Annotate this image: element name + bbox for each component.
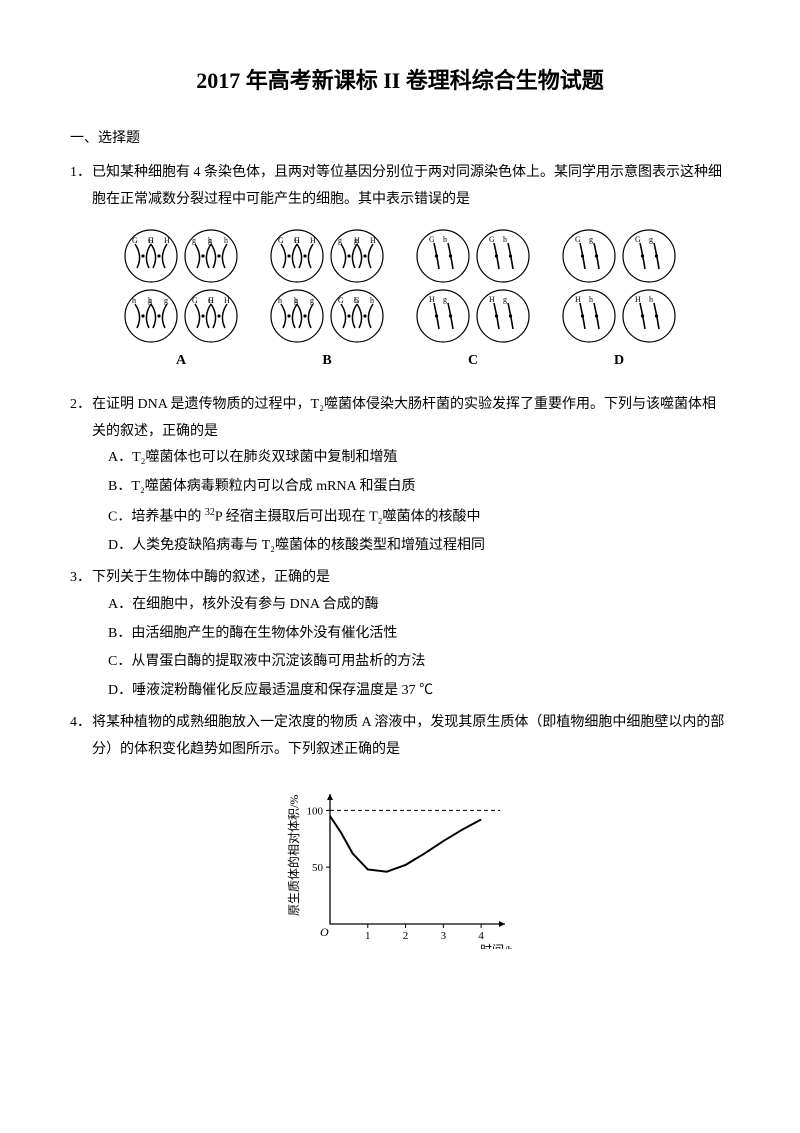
svg-text:h: h [132, 296, 136, 305]
svg-text:g: g [192, 236, 196, 245]
svg-text:g: g [148, 296, 152, 305]
svg-text:H: H [370, 236, 376, 245]
svg-text:原生质体的相对体积/%: 原生质体的相对体积/% [286, 794, 301, 915]
q4-number: 4． [70, 710, 92, 737]
q1-diagram-d: GgGgHhHhD [561, 228, 677, 375]
q2-option-d: D．人类免疫缺陷病毒与 T₂噬菌体的核酸类型和增殖过程相同 [108, 533, 730, 560]
q3-stem: 下列关于生物体中酶的叙述，正确的是 [92, 565, 730, 592]
svg-text:g: g [589, 235, 593, 244]
q1-diagram-c: GhGhHgHgC [415, 228, 531, 375]
q2-option-a: A．T₂噬菌体也可以在肺炎双球菌中复制和增殖 [108, 445, 730, 472]
svg-text:G: G [278, 236, 284, 245]
svg-text:1: 1 [365, 930, 371, 942]
svg-text:h: h [649, 295, 653, 304]
svg-text:h: h [224, 236, 228, 245]
svg-text:H: H [310, 236, 316, 245]
q3-number: 3． [70, 565, 92, 592]
svg-text:G: G [132, 236, 138, 245]
q2-number: 2． [70, 392, 92, 419]
q2-optc-pre: C．培养基中的 [108, 509, 205, 524]
svg-text:H: H [429, 295, 435, 304]
q1-diagram-label: B [322, 348, 331, 375]
page-title: 2017 年高考新课标 II 卷理科综合生物试题 [70, 60, 730, 102]
q1-diagram-label: A [176, 348, 186, 375]
svg-text:H: H [489, 295, 495, 304]
q1-line2: 胞在正常减数分裂过程中可能产生的细胞。其中表示错误的是 [70, 187, 730, 214]
q1-diagram-label: C [468, 348, 478, 375]
section-header: 一、选择题 [70, 126, 730, 153]
q2-option-c: C．培养基中的 32P 经宿主摄取后可出现在 T₂噬菌体的核酸中 [108, 503, 730, 531]
question-2: 2． 在证明 DNA 是遗传物质的过程中，T₂噬菌体侵染大肠杆菌的实验发挥了重要… [70, 392, 730, 559]
q1-diagram-b: GGHHggHHhhggGGhhB [269, 228, 385, 375]
svg-text:G: G [489, 235, 495, 244]
svg-text:G: G [429, 235, 435, 244]
svg-text:时间/h: 时间/h [480, 943, 513, 949]
svg-text:h: h [589, 295, 593, 304]
q2-option-b: B．T₂噬菌体病毒颗粒内可以合成 mRNA 和蛋白质 [108, 474, 730, 501]
svg-text:g: g [310, 296, 314, 305]
svg-text:g: g [503, 295, 507, 304]
question-3: 3． 下列关于生物体中酶的叙述，正确的是 A．在细胞中，核外没有参与 DNA 合… [70, 565, 730, 704]
svg-text:h: h [278, 296, 282, 305]
svg-text:G: G [338, 296, 344, 305]
svg-text:g: g [649, 235, 653, 244]
q2-optc-sup: 32 [205, 507, 215, 518]
q2-optc-post: P 经宿主摄取后可出现在 T₂噬菌体的核酸中 [215, 509, 481, 524]
svg-text:h: h [443, 235, 447, 244]
q3-option-b: B．由活细胞产生的酶在生物体外没有催化活性 [108, 621, 730, 648]
q1-diagram-row: GGHHgghhhhggGGHHAGGHHggHHhhggGGhhBGhGhHg… [70, 228, 730, 375]
svg-text:H: H [294, 236, 300, 245]
svg-text:h: h [354, 296, 358, 305]
q3-option-a: A．在细胞中，核外没有参与 DNA 合成的酶 [108, 592, 730, 619]
q3-option-d: D．唾液淀粉酶催化反应最适温度和保存温度是 37 ℃ [108, 678, 730, 705]
svg-text:g: g [443, 295, 447, 304]
svg-text:H: H [635, 295, 641, 304]
svg-text:H: H [164, 236, 170, 245]
svg-text:g: g [338, 236, 342, 245]
svg-text:g: g [294, 296, 298, 305]
q1-number: 1． [70, 160, 92, 187]
svg-text:50: 50 [312, 862, 324, 874]
svg-text:G: G [635, 235, 641, 244]
svg-text:h: h [503, 235, 507, 244]
question-1: 1． 已知某种细胞有 4 条染色体，且两对等位基因分别位于两对同源染色体上。某同… [70, 160, 730, 374]
q4-line1: 将某种植物的成熟细胞放入一定浓度的物质 A 溶液中，发现其原生质体（即植物细胞中… [92, 710, 730, 737]
svg-text:H: H [148, 236, 154, 245]
question-4: 4． 将某种植物的成熟细胞放入一定浓度的物质 A 溶液中，发现其原生质体（即植物… [70, 710, 730, 948]
svg-text:G: G [575, 235, 581, 244]
svg-text:g: g [164, 296, 168, 305]
svg-text:h: h [208, 236, 212, 245]
q2-line2: 关的叙述，正确的是 [70, 419, 730, 446]
q3-option-c: C．从胃蛋白酶的提取液中沉淀该酶可用盐析的方法 [108, 649, 730, 676]
svg-text:H: H [575, 295, 581, 304]
svg-text:O: O [320, 925, 329, 939]
q1-line1: 已知某种细胞有 4 条染色体，且两对等位基因分别位于两对同源染色体上。某同学用示… [92, 160, 730, 187]
svg-text:H: H [208, 296, 214, 305]
svg-text:3: 3 [441, 930, 447, 942]
svg-text:4: 4 [478, 930, 484, 942]
svg-text:2: 2 [403, 930, 409, 942]
svg-text:H: H [224, 296, 230, 305]
svg-text:100: 100 [307, 805, 324, 817]
q2-line1: 在证明 DNA 是遗传物质的过程中，T₂噬菌体侵染大肠杆菌的实验发挥了重要作用。… [92, 392, 730, 419]
q4-chart: 50 100 1 2 3 4 O 时间/h 原生质体的相对体积/% [280, 774, 520, 949]
q1-diagram-label: D [614, 348, 624, 375]
q1-diagram-a: GGHHgghhhhggGGHHA [123, 228, 239, 375]
svg-text:G: G [192, 296, 198, 305]
q4-line2: 分）的体积变化趋势如图所示。下列叙述正确的是 [70, 737, 730, 764]
svg-text:H: H [354, 236, 360, 245]
svg-text:h: h [370, 296, 374, 305]
